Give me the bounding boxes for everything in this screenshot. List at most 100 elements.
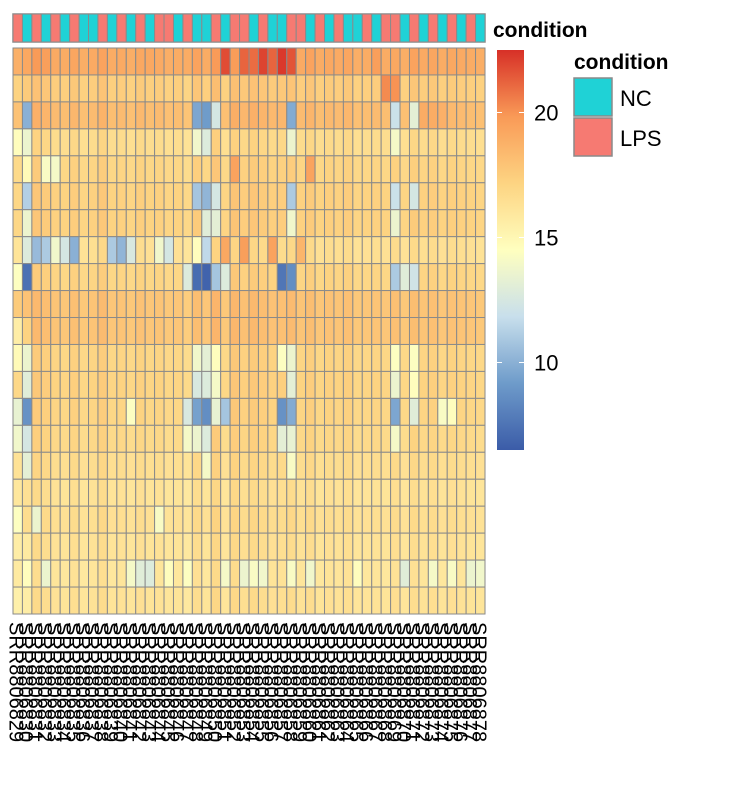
heatmap-cell bbox=[125, 155, 137, 184]
column-label: SRR8806847 bbox=[175, 622, 197, 742]
column-label: SRR8806870 bbox=[392, 622, 414, 742]
heatmap-cell bbox=[465, 559, 477, 588]
heatmap-cell bbox=[342, 424, 354, 453]
heatmap-cell bbox=[456, 505, 467, 534]
annotation-cell bbox=[418, 13, 429, 43]
heatmap-cell bbox=[248, 424, 259, 453]
heatmap-cell bbox=[220, 236, 231, 265]
annotation-cell bbox=[106, 13, 118, 43]
heatmap-cell bbox=[437, 532, 448, 561]
heatmap-cell bbox=[399, 451, 410, 480]
annotation-cell bbox=[342, 13, 354, 43]
heatmap-cell bbox=[427, 317, 439, 345]
heatmap-cell bbox=[116, 370, 127, 399]
heatmap-cell bbox=[361, 586, 373, 615]
heatmap-cell bbox=[286, 586, 297, 615]
heatmap-cell bbox=[239, 47, 250, 76]
heatmap-cell bbox=[342, 397, 354, 426]
heatmap-cell bbox=[78, 505, 90, 534]
heatmap-cell bbox=[418, 209, 429, 238]
heatmap-cell bbox=[69, 317, 80, 345]
annotation-cell bbox=[239, 13, 250, 43]
heatmap-cell bbox=[465, 343, 477, 372]
column-label: SRR8806869 bbox=[382, 622, 404, 742]
heatmap-cell bbox=[399, 155, 410, 184]
annotation-cell bbox=[437, 13, 448, 43]
heatmap-cell bbox=[135, 74, 146, 103]
heatmap-cell bbox=[78, 236, 90, 265]
annotation-cell bbox=[69, 13, 80, 43]
heatmap-cell bbox=[50, 370, 61, 399]
column-label: SRR8806853 bbox=[231, 622, 253, 742]
heatmap-cell bbox=[125, 101, 137, 130]
heatmap-cell bbox=[21, 236, 33, 265]
heatmap-cell bbox=[305, 263, 316, 292]
heatmap-cell bbox=[229, 397, 241, 426]
heatmap-cell bbox=[475, 74, 486, 103]
heatmap-cell bbox=[191, 343, 203, 372]
heatmap-cell bbox=[201, 505, 212, 534]
heatmap-cell bbox=[97, 559, 108, 588]
heatmap-cell bbox=[399, 101, 410, 130]
annotation-cell bbox=[31, 13, 42, 43]
heatmap-cell bbox=[40, 451, 52, 480]
heatmap-cell bbox=[408, 209, 420, 238]
heatmap-cell bbox=[201, 532, 212, 561]
heatmap-cell bbox=[399, 263, 410, 292]
heatmap-cell bbox=[314, 47, 326, 76]
heatmap-cell bbox=[408, 236, 420, 265]
heatmap-cell bbox=[286, 478, 297, 507]
heatmap-cell bbox=[475, 209, 486, 238]
heatmap-cell bbox=[465, 290, 477, 319]
heatmap-cell bbox=[50, 505, 61, 534]
heatmap-cell bbox=[31, 451, 42, 480]
heatmap-cell bbox=[408, 128, 420, 157]
heatmap-cell bbox=[229, 559, 241, 588]
heatmap-cell bbox=[465, 451, 477, 480]
heatmap-cell bbox=[257, 209, 269, 238]
heatmap-cell bbox=[390, 209, 401, 238]
heatmap-cell bbox=[342, 101, 354, 130]
heatmap-cell bbox=[31, 559, 42, 588]
heatmap-cell bbox=[314, 155, 326, 184]
heatmap-cell bbox=[257, 343, 269, 372]
heatmap-cell bbox=[31, 397, 42, 426]
heatmap-cell bbox=[361, 101, 373, 130]
heatmap-cell bbox=[314, 559, 326, 588]
annotation-cell bbox=[333, 13, 344, 43]
colorbar-tick-label: 20 bbox=[534, 101, 558, 126]
heatmap-cell bbox=[172, 47, 184, 76]
heatmap-cell bbox=[314, 451, 326, 480]
annotation-cell bbox=[456, 13, 467, 43]
annotation-cell bbox=[40, 13, 52, 43]
annotation-cell bbox=[257, 13, 269, 43]
annotation-cell bbox=[201, 13, 212, 43]
heatmap-cell bbox=[314, 209, 326, 238]
heatmap-cell bbox=[267, 559, 278, 588]
heatmap-cell bbox=[50, 128, 61, 157]
heatmap-cell bbox=[125, 290, 137, 319]
heatmap-cell bbox=[31, 128, 42, 157]
heatmap-cell bbox=[305, 586, 316, 615]
heatmap-cell bbox=[50, 532, 61, 561]
heatmap-cell bbox=[257, 74, 269, 103]
heatmap-cell bbox=[154, 505, 165, 534]
heatmap-cell bbox=[305, 317, 316, 345]
heatmap-cell bbox=[229, 505, 241, 534]
heatmap-cell bbox=[352, 128, 363, 157]
heatmap-cell bbox=[229, 74, 241, 103]
heatmap-cell bbox=[106, 74, 118, 103]
column-label: SRR8806831 bbox=[24, 622, 46, 742]
heatmap-cell bbox=[88, 209, 99, 238]
heatmap-cell bbox=[418, 155, 429, 184]
heatmap-cell bbox=[116, 236, 127, 265]
heatmap-cell bbox=[427, 263, 439, 292]
heatmap-cell bbox=[305, 182, 316, 211]
heatmap-cell bbox=[267, 236, 278, 265]
heatmap-cell bbox=[59, 424, 71, 453]
heatmap-cell bbox=[390, 424, 401, 453]
heatmap-cell bbox=[201, 182, 212, 211]
heatmap-cell bbox=[31, 290, 42, 319]
heatmap-cell bbox=[352, 155, 363, 184]
heatmap-cell bbox=[361, 209, 373, 238]
